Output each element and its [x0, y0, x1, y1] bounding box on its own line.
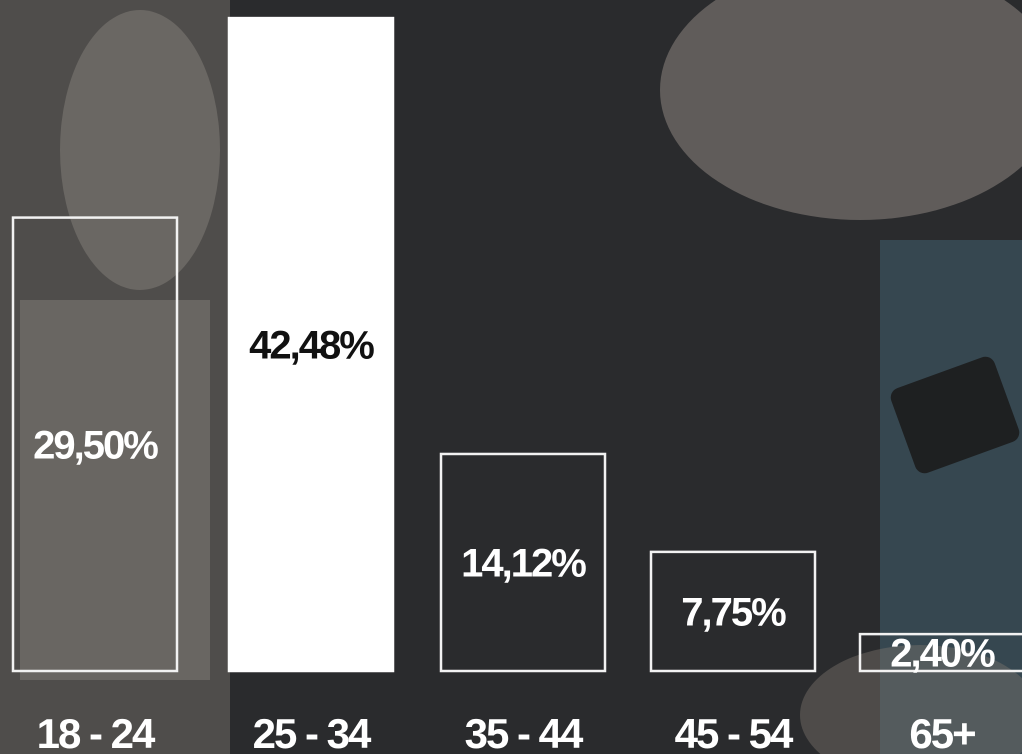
value-label: 29,50% [33, 423, 158, 467]
category-label: 25 - 34 [253, 710, 372, 754]
value-label: 2,40% [890, 632, 995, 676]
category-label: 35 - 44 [465, 710, 584, 754]
bars-group [11, 16, 1022, 673]
bar-25-34 [227, 16, 395, 673]
category-label: 45 - 54 [675, 710, 794, 754]
category-label: 18 - 24 [37, 710, 156, 754]
bar-45-54 [649, 550, 817, 673]
bar-18-24 [11, 216, 179, 673]
bar-35-44 [439, 452, 607, 673]
value-labels-group: 29,50% 42,48% 14,12% 7,75% 2,40% [33, 324, 997, 676]
bar-65 [858, 632, 1022, 673]
value-label: 14,12% [461, 541, 586, 585]
value-label: 42,48% [249, 324, 374, 368]
category-labels-group: 18 - 24 25 - 34 35 - 44 45 - 54 65+ [37, 710, 977, 754]
category-label: 65+ [909, 710, 975, 754]
value-label: 7,75% [681, 590, 786, 634]
